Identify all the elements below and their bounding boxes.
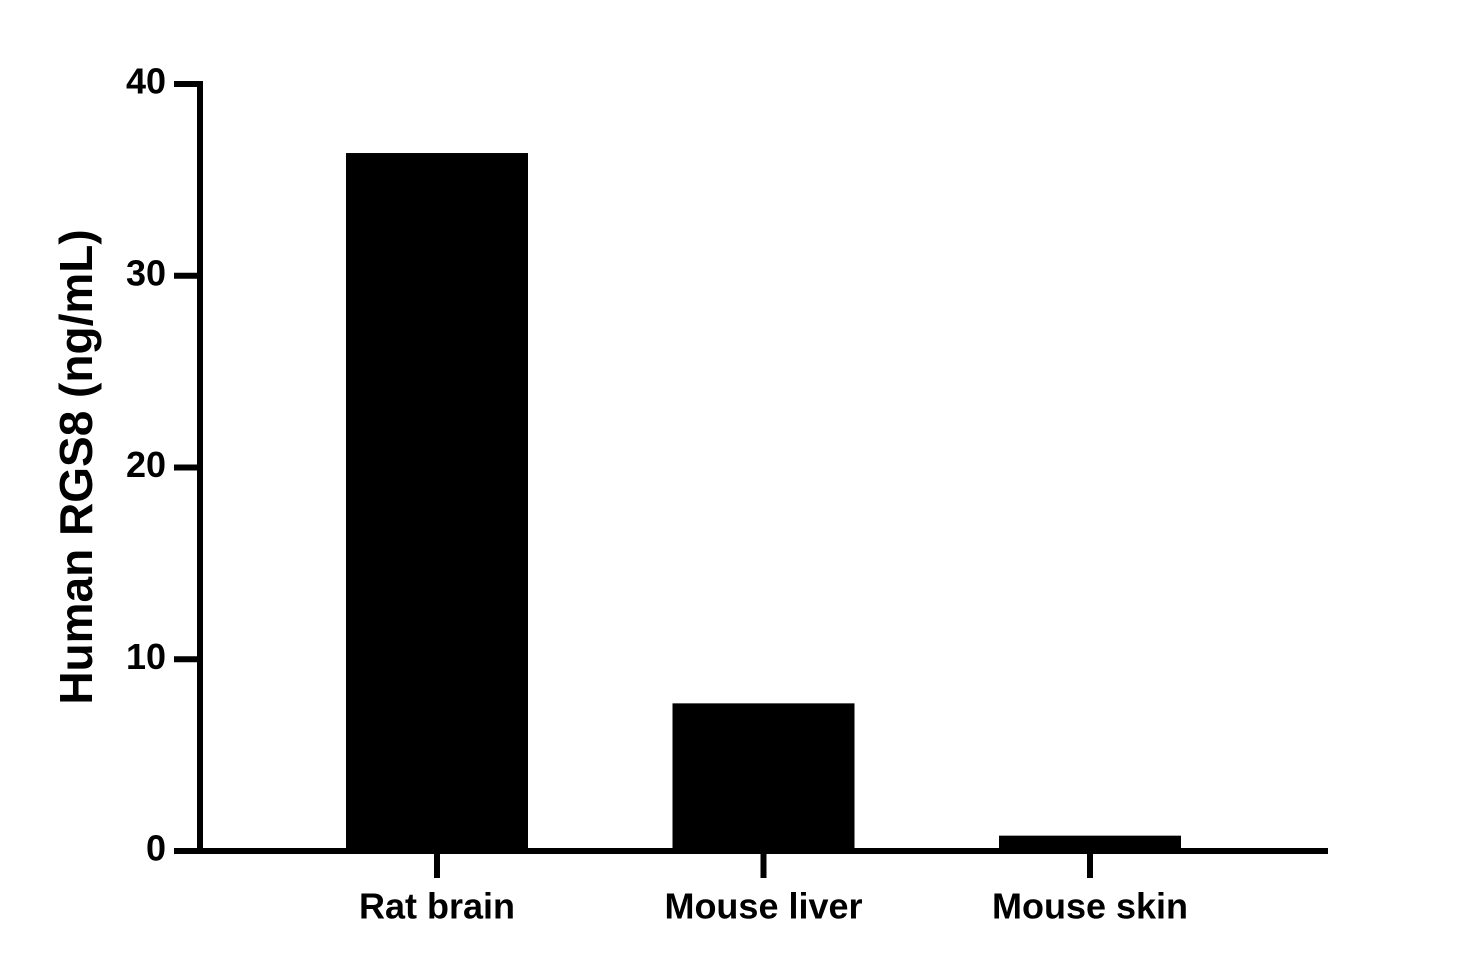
y-axis-label: Human RGS8 (ng/mL) — [50, 229, 102, 704]
y-tick-label: 20 — [126, 444, 166, 485]
y-tick-label: 40 — [126, 61, 166, 102]
y-tick-label: 30 — [126, 252, 166, 293]
bar — [672, 703, 855, 851]
bar — [999, 835, 1181, 851]
x-tick-label: Mouse skin — [992, 886, 1188, 927]
y-tick-label: 0 — [146, 828, 166, 869]
x-tick-label: Mouse liver — [664, 886, 862, 927]
x-tick-label: Rat brain — [359, 886, 515, 927]
y-tick-label: 10 — [126, 636, 166, 677]
bar — [346, 153, 528, 851]
